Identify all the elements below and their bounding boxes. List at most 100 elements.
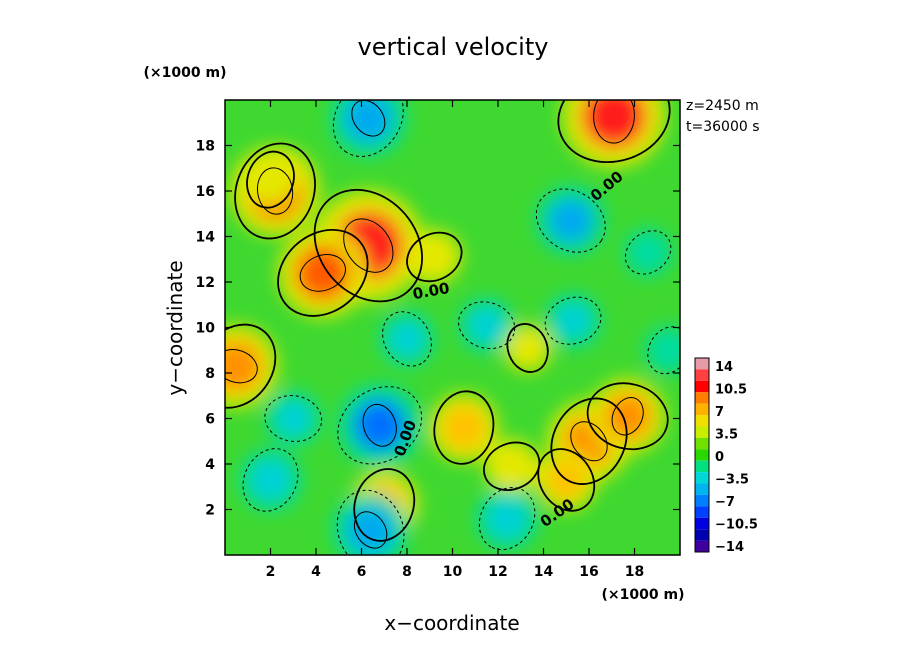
field-cell xyxy=(417,240,452,274)
chart-title: vertical velocity xyxy=(358,33,549,61)
field-cell xyxy=(488,499,527,538)
contour-negative xyxy=(264,395,323,442)
field-cell xyxy=(633,237,663,268)
contour-inner xyxy=(593,100,635,144)
x-tick-label: 14 xyxy=(534,564,554,580)
colorbar-swatch xyxy=(695,506,709,518)
contour-positive xyxy=(277,228,369,317)
contour-positive xyxy=(433,390,495,465)
colorbar-swatch xyxy=(695,392,709,404)
field-cell xyxy=(225,340,262,392)
heatmap-field xyxy=(225,100,680,555)
field-cell xyxy=(344,100,392,142)
colorbar-swatch xyxy=(695,529,709,541)
y-tick-label: 14 xyxy=(196,230,216,246)
colorbar-swatch xyxy=(695,437,709,450)
contour-positive xyxy=(483,441,541,491)
contour-negative xyxy=(624,230,672,275)
colorbar-swatch xyxy=(695,358,709,370)
colorbar-swatch xyxy=(695,426,709,438)
y-tick-label: 8 xyxy=(205,366,215,382)
colorbar-swatch xyxy=(695,460,709,473)
contour-inner xyxy=(225,349,258,384)
field-cell xyxy=(251,460,290,499)
contour-negative xyxy=(382,311,432,367)
contour-negative xyxy=(458,301,516,350)
contour-inner xyxy=(351,100,386,137)
field-cell xyxy=(512,333,543,363)
heatmap-area xyxy=(225,100,680,555)
x-tick-label: 18 xyxy=(625,564,644,580)
contour-inner xyxy=(611,397,644,436)
contour-negative xyxy=(332,100,404,158)
contour-positive xyxy=(234,142,316,240)
contour-positive xyxy=(557,100,671,164)
field-cell xyxy=(469,308,504,343)
field-cell xyxy=(442,406,486,449)
y-axis-label: y−coordinate xyxy=(163,260,187,395)
colorbar-label: −14 xyxy=(715,540,744,555)
colorbar-label: 10.5 xyxy=(715,383,747,398)
contour-positive xyxy=(313,188,423,303)
contour-negative xyxy=(535,188,606,253)
colorbar-label: 7 xyxy=(715,405,724,420)
colorbar-frame xyxy=(694,357,710,553)
field-cell xyxy=(494,449,529,484)
colorbar-label: 14 xyxy=(715,360,733,375)
y-tick-label: 12 xyxy=(196,275,215,291)
colorbar-swatch xyxy=(695,380,709,393)
field-cell xyxy=(354,399,406,451)
y-tick-label: 6 xyxy=(205,412,215,428)
x-tick-label: 8 xyxy=(402,564,412,580)
colorbar-swatch xyxy=(695,403,709,416)
colorbar-label: 3.5 xyxy=(715,428,738,443)
contour-positive xyxy=(506,323,549,373)
contour-positive xyxy=(586,382,669,451)
colorbar-swatch xyxy=(695,472,709,484)
field-cell xyxy=(581,100,647,149)
contour-inner xyxy=(343,218,394,273)
contour-positive xyxy=(537,448,596,512)
field-cell xyxy=(253,162,288,197)
contour-inner xyxy=(570,421,608,462)
x-unit-label: (×1000 m) xyxy=(602,587,685,603)
contour-negative xyxy=(647,326,680,375)
contour-negative xyxy=(544,296,602,345)
y-tick-label: 2 xyxy=(205,503,215,519)
field-cell xyxy=(390,322,424,356)
contour-negative xyxy=(337,386,423,465)
contour-negative xyxy=(242,448,299,512)
x-tick-label: 12 xyxy=(488,564,507,580)
colorbar-label: −7 xyxy=(715,495,735,510)
contour-inner xyxy=(299,254,346,292)
contour-negative xyxy=(478,487,536,551)
contour-negative xyxy=(336,489,405,555)
y-tick-label: 18 xyxy=(196,139,215,155)
contour-positive xyxy=(406,231,463,283)
colorbar-swatch xyxy=(695,517,709,530)
colorbar: 14 10.5 7 3.5 0 −3.5 −7 −10.5 −14 xyxy=(694,357,758,555)
colorbar-swatch xyxy=(695,415,709,427)
field-cell xyxy=(295,245,351,301)
contour-positive xyxy=(353,468,416,542)
x-axis-label: x−coordinate xyxy=(384,611,519,635)
x-tick-label: 2 xyxy=(266,564,276,580)
contour-positive xyxy=(225,323,277,409)
colorbar-swatch xyxy=(695,449,709,461)
y-axis: 2 4 6 8 10 12 14 16 18 xyxy=(196,139,680,519)
x-tick-label: 10 xyxy=(443,564,463,580)
x-axis: 2 4 6 8 10 12 14 16 18 xyxy=(266,100,644,580)
colorbar-swatch xyxy=(695,483,709,495)
field-cell xyxy=(604,392,652,440)
x-tick-label: 6 xyxy=(357,564,367,580)
t-annotation: t=36000 s xyxy=(686,119,760,135)
field-cell xyxy=(276,401,311,436)
y-tick-label: 4 xyxy=(205,457,215,473)
colorbar-swatch xyxy=(695,494,709,507)
contour-inner xyxy=(353,511,388,549)
x-tick-label: 16 xyxy=(579,564,598,580)
colorbar-label: −10.5 xyxy=(715,518,758,533)
y-tick-label: 10 xyxy=(196,321,216,337)
z-annotation: z=2450 m xyxy=(686,98,759,114)
